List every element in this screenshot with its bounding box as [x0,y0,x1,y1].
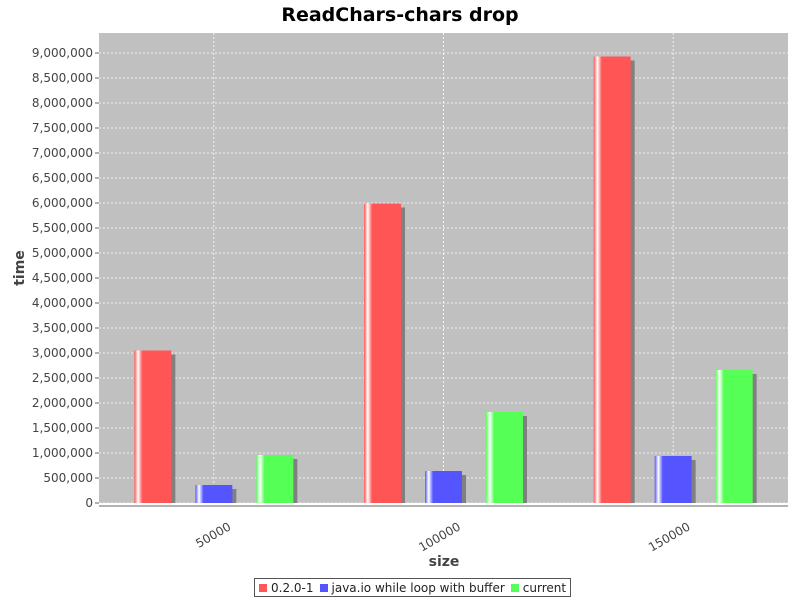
y-tick-label: 1,000,000 [32,446,93,460]
bar [134,350,172,503]
bar [486,412,523,503]
y-tick-label: 3,000,000 [32,346,93,360]
y-tick-label: 7,500,000 [32,121,93,135]
plot-area [99,33,788,503]
legend-label: 0.2.0-1 [271,580,314,595]
x-tick-label: 150000 [646,519,693,554]
y-tick-label: 2,000,000 [32,396,93,410]
y-tick-label: 1,500,000 [32,421,93,435]
bars [134,56,757,503]
legend-item: 0.2.0-1 [259,581,314,595]
legend-label: current [522,580,567,595]
x-axis-ticks: 50000 100000 150000 [193,519,692,554]
y-tick-label: 9,000,000 [32,46,93,60]
bar [425,471,462,503]
legend-label: java.io while loop with buffer [331,580,505,595]
y-tick-label: 2,500,000 [32,371,93,385]
y-tick-label: 4,000,000 [32,296,93,310]
y-tick-label: 6,500,000 [32,171,93,185]
legend-item: java.io while loop with buffer [319,580,505,595]
y-axis-label: time [12,250,28,286]
grid-lines [99,33,788,504]
y-tick-label: 4,500,000 [32,271,93,285]
bar [364,203,401,503]
bar [256,455,294,503]
bar [654,456,692,503]
bar [715,370,753,503]
y-tick-label: 6,000,000 [32,196,93,210]
legend-item: current [510,580,567,595]
y-tick-label: 8,500,000 [32,71,93,85]
legend-swatch [510,583,519,592]
y-tick-label: 3,500,000 [32,321,93,335]
chart-title: ReadChars-chars drop [281,4,518,26]
y-tick-label: 5,500,000 [32,221,93,235]
legend: 0.2.0-1 java.io while loop with buffer cur… [254,578,572,597]
bar [593,56,631,503]
legend-swatch [319,583,328,592]
legend-swatch [259,583,267,592]
y-tick-label: 8,000,000 [32,96,93,110]
y-axis-ticks: 0 500,000 1,000,000 1,500,000 2,000,000 2,500… [32,46,99,510]
x-axis-label: size [429,554,460,570]
y-tick-label: 0 [85,496,93,510]
y-tick-label: 7,000,000 [32,146,93,160]
x-tick-label: 100000 [416,519,463,554]
y-tick-label: 500,000 [43,471,93,485]
bar [195,485,233,503]
y-tick-label: 5,000,000 [32,246,93,260]
x-tick-label: 50000 [193,519,233,550]
